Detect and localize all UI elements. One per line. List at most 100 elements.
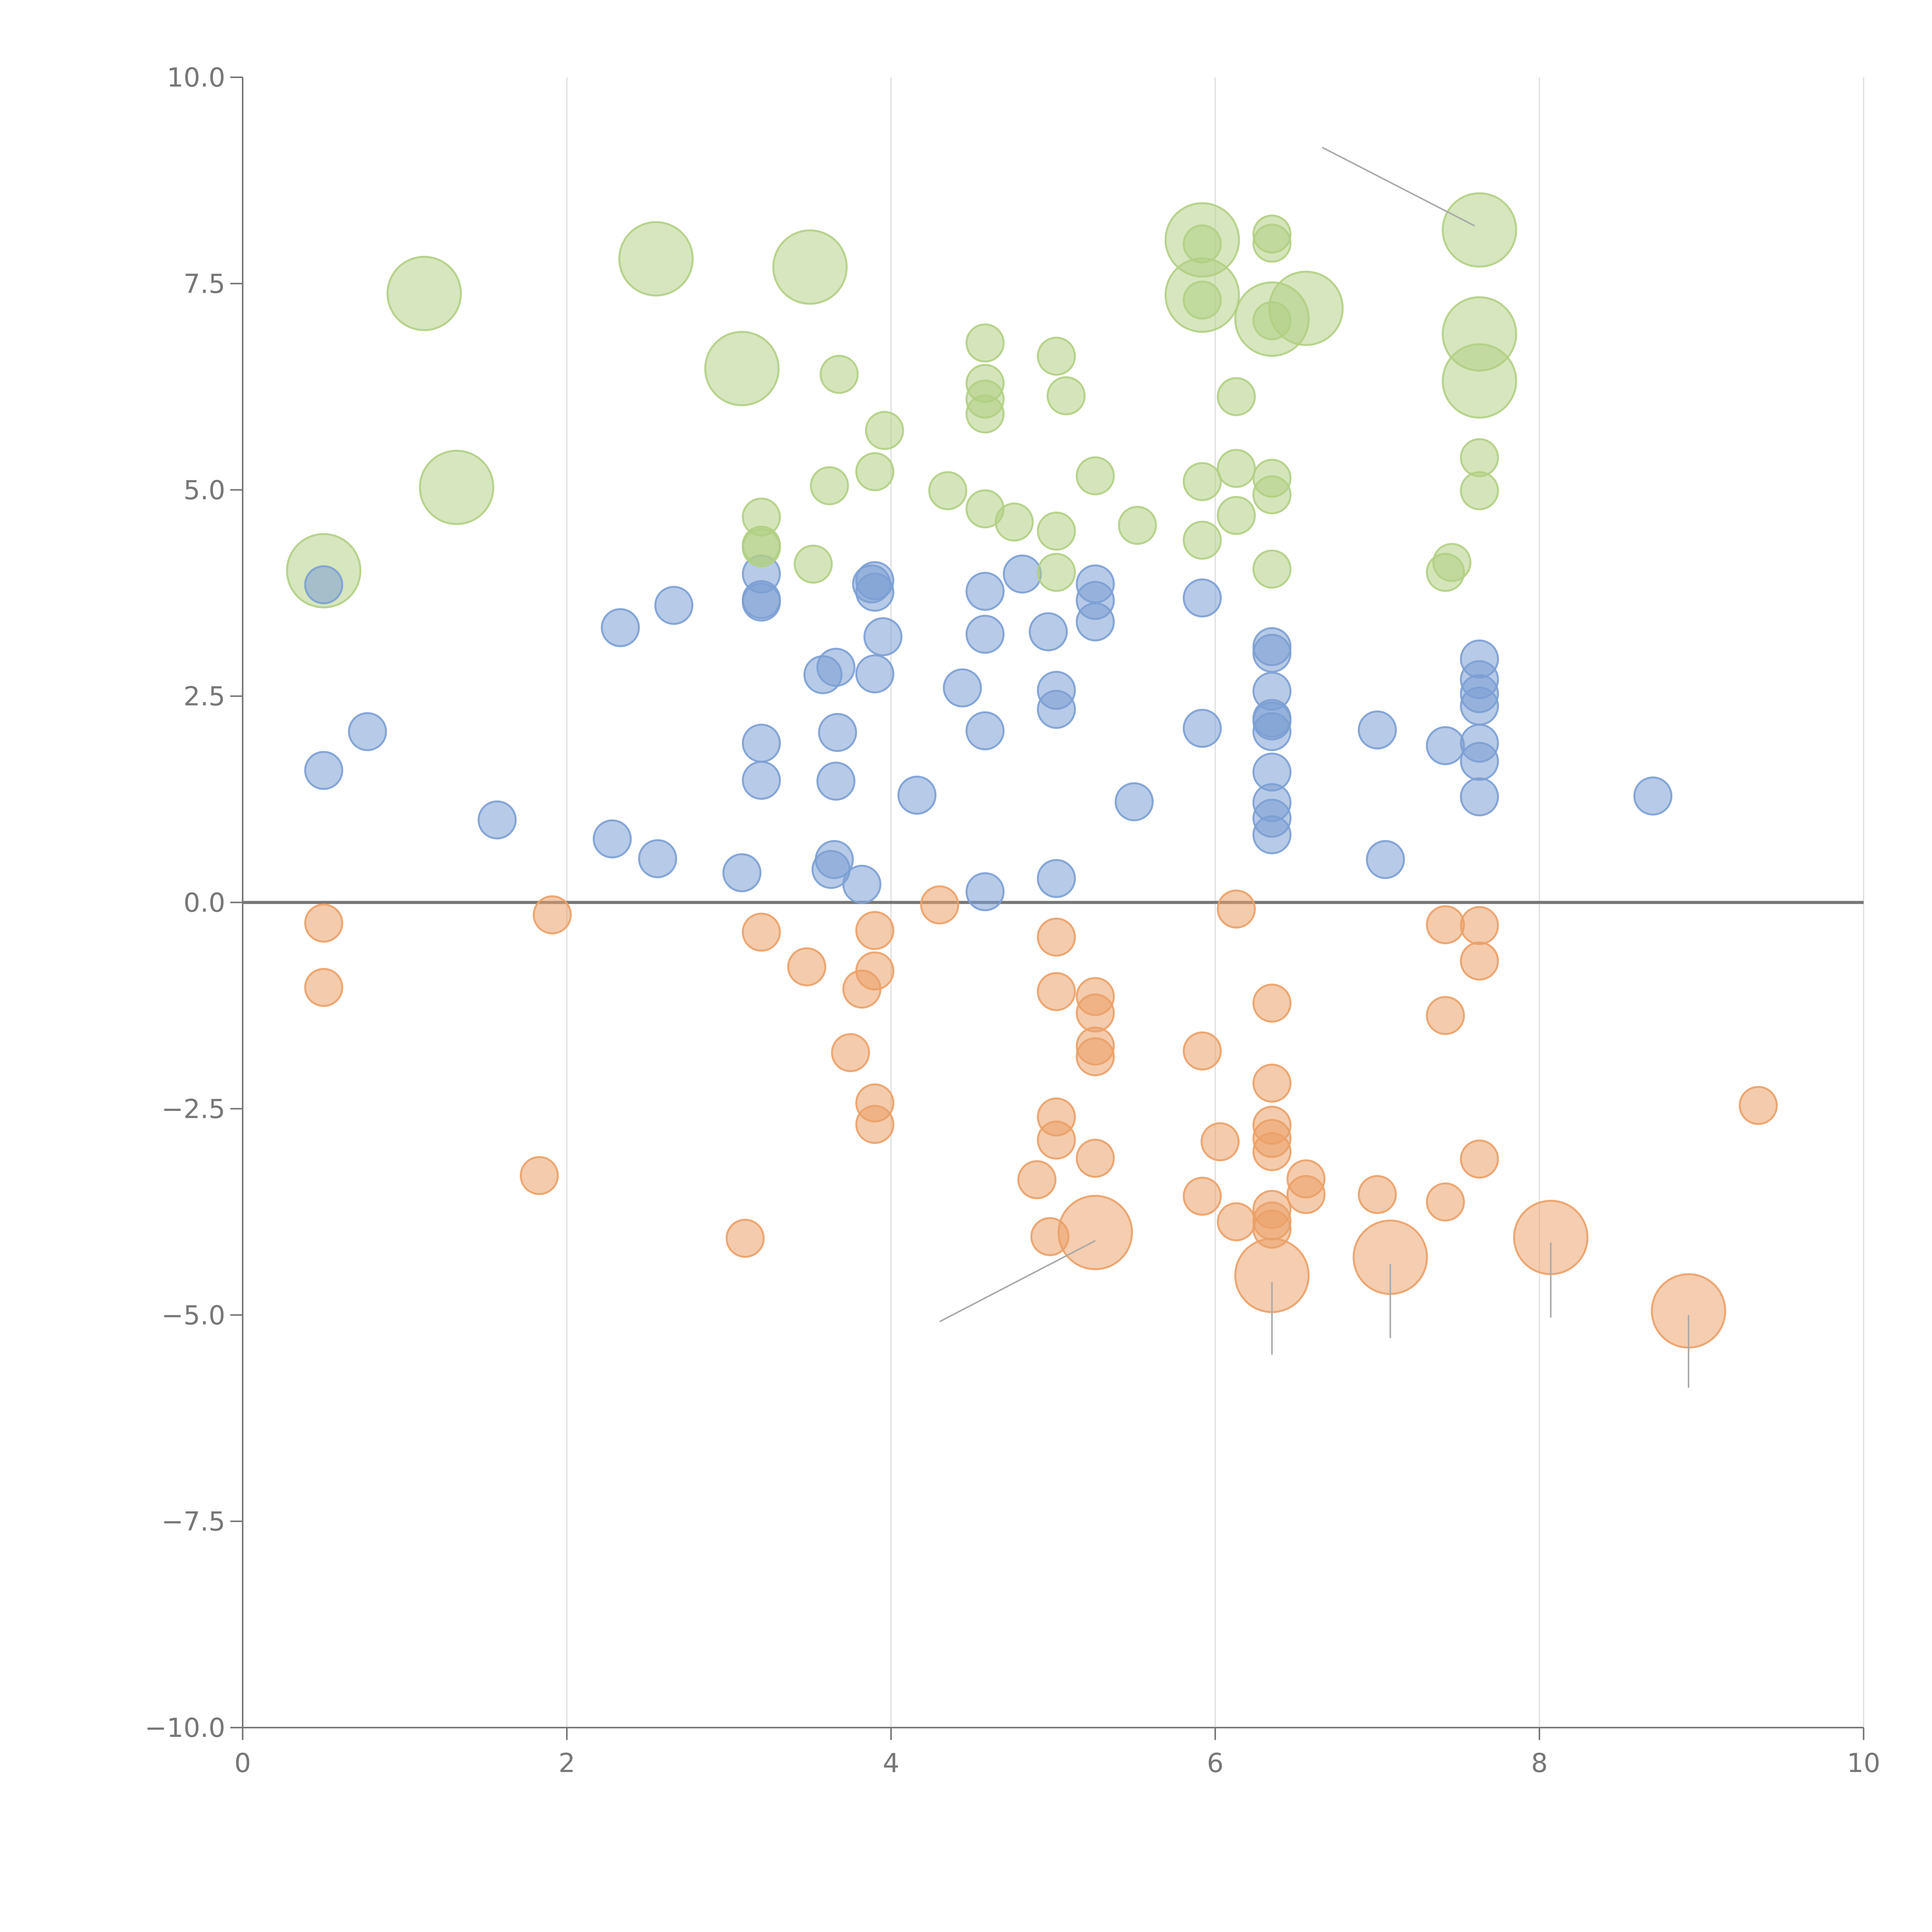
orange-point bbox=[1426, 905, 1465, 944]
orange-point bbox=[831, 1033, 870, 1072]
blue-point bbox=[304, 565, 344, 604]
blue-point bbox=[1037, 690, 1076, 729]
green-point bbox=[794, 544, 833, 584]
green-point bbox=[1037, 512, 1076, 551]
green-large-bubble bbox=[618, 221, 694, 297]
blue-point bbox=[943, 668, 982, 707]
y-tick-label: 10.0 bbox=[167, 63, 225, 93]
green-point bbox=[995, 502, 1034, 542]
y-tick-label: 7.5 bbox=[184, 269, 225, 299]
orange-point bbox=[1358, 1175, 1397, 1214]
orange-point bbox=[304, 903, 344, 943]
green-point bbox=[1182, 224, 1222, 264]
green-point bbox=[1252, 301, 1292, 340]
green-point bbox=[1460, 471, 1499, 510]
green-point bbox=[1037, 553, 1076, 592]
orange-point bbox=[742, 912, 781, 952]
y-tick-label: −5.0 bbox=[162, 1300, 225, 1331]
orange-point bbox=[1738, 1086, 1778, 1125]
blue-point bbox=[1252, 712, 1292, 751]
blue-point bbox=[1076, 602, 1115, 641]
orange-large-bubble bbox=[1058, 1195, 1133, 1270]
blue-point bbox=[742, 723, 781, 763]
blue-point bbox=[1252, 634, 1292, 673]
green-point bbox=[1432, 543, 1471, 582]
blue-point bbox=[842, 865, 881, 904]
blue-point bbox=[965, 571, 1005, 611]
green-point bbox=[1252, 223, 1292, 263]
y-tick-label: −2.5 bbox=[162, 1094, 225, 1124]
green-point bbox=[1182, 462, 1222, 501]
blue-point bbox=[1460, 686, 1499, 726]
blue-point bbox=[1366, 840, 1405, 879]
blue-point bbox=[1460, 777, 1499, 816]
blue-point bbox=[855, 573, 895, 612]
orange-point bbox=[1217, 889, 1256, 929]
blue-point bbox=[1358, 710, 1397, 750]
orange-point bbox=[520, 1156, 559, 1195]
blue-point bbox=[722, 853, 762, 893]
blue-point bbox=[478, 800, 517, 840]
orange-point bbox=[1460, 1139, 1499, 1179]
blue-point bbox=[818, 713, 857, 752]
x-axis-ticks: 0 2 4 6 8 10 bbox=[234, 1728, 1880, 1779]
green-point bbox=[965, 323, 1005, 363]
blue-point bbox=[965, 711, 1005, 750]
green-large-bubble bbox=[419, 449, 495, 525]
green-point bbox=[1217, 377, 1256, 416]
data-points bbox=[286, 192, 1778, 1349]
green-point bbox=[1217, 449, 1256, 488]
blue-point bbox=[1460, 742, 1499, 781]
blue-point bbox=[1252, 815, 1292, 854]
orange-point bbox=[787, 947, 827, 986]
leader-line bbox=[939, 1240, 1096, 1323]
blue-point bbox=[304, 751, 344, 790]
blue-point bbox=[855, 654, 895, 694]
y-tick-label: −10.0 bbox=[145, 1713, 225, 1743]
y-tick-label: −7.5 bbox=[162, 1507, 225, 1537]
blue-point bbox=[1426, 726, 1465, 765]
green-point bbox=[1252, 475, 1292, 515]
leader-lines bbox=[939, 146, 1689, 1388]
x-tick-label: 0 bbox=[234, 1748, 251, 1779]
leader-line bbox=[1321, 146, 1475, 227]
blue-point bbox=[592, 819, 632, 859]
orange-point bbox=[1076, 993, 1115, 1033]
blue-point bbox=[1003, 554, 1042, 594]
green-point bbox=[1076, 456, 1115, 495]
orange-point bbox=[1201, 1122, 1240, 1162]
x-tick-label: 4 bbox=[883, 1748, 899, 1779]
green-point bbox=[1252, 549, 1292, 589]
green-point bbox=[820, 355, 859, 394]
blue-point bbox=[1114, 782, 1154, 821]
orange-point bbox=[1076, 1139, 1115, 1178]
orange-point bbox=[1426, 996, 1465, 1035]
green-point bbox=[855, 452, 895, 492]
orange-point bbox=[1252, 1132, 1292, 1171]
blue-point bbox=[815, 840, 854, 879]
orange-point bbox=[1182, 1177, 1222, 1216]
blue-point bbox=[742, 760, 781, 800]
orange-point bbox=[1037, 972, 1076, 1011]
blue-point bbox=[897, 776, 937, 815]
orange-point bbox=[1460, 941, 1499, 981]
orange-point bbox=[920, 885, 959, 925]
y-tick-label: 5.0 bbox=[184, 475, 225, 506]
orange-point bbox=[855, 951, 895, 991]
orange-point bbox=[1217, 1202, 1256, 1242]
axes bbox=[242, 77, 1864, 1728]
orange-point bbox=[532, 895, 572, 935]
blue-point bbox=[1037, 859, 1076, 898]
orange-point bbox=[304, 968, 344, 1007]
orange-point bbox=[1017, 1160, 1057, 1199]
green-point bbox=[1460, 438, 1499, 477]
green-point bbox=[742, 528, 781, 567]
blue-point bbox=[1029, 612, 1068, 651]
green-point bbox=[928, 471, 968, 510]
blue-point bbox=[638, 839, 677, 878]
blue-point bbox=[742, 582, 781, 622]
orange-point bbox=[1037, 1121, 1076, 1160]
x-tick-label: 2 bbox=[558, 1748, 575, 1779]
green-point bbox=[1182, 520, 1222, 560]
